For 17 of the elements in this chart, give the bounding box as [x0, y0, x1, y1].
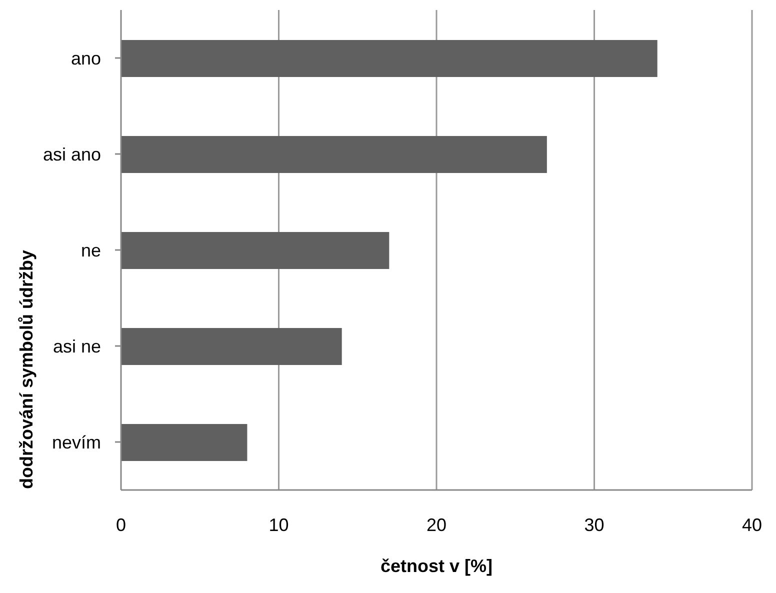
x-tick-label: 40	[742, 514, 762, 535]
bar	[121, 40, 658, 77]
x-tick-label: 30	[584, 514, 604, 535]
x-tick-label: 10	[268, 514, 289, 535]
bar	[121, 232, 390, 269]
x-tick-label: 0	[116, 514, 126, 535]
y-tick-label: ano	[70, 48, 101, 68]
y-tick-label: asi ano	[42, 144, 101, 164]
bar	[121, 328, 342, 365]
bar	[121, 424, 248, 461]
y-tick-label: asi ne	[52, 336, 101, 356]
y-axis-title: dodržování symbolů údržby	[16, 250, 36, 490]
y-tick-label: nevím	[52, 432, 101, 452]
bar	[121, 136, 547, 173]
y-tick-label: ne	[80, 240, 101, 260]
x-axis-title: četnost v [%]	[380, 556, 493, 576]
x-tick-label: 20	[426, 514, 447, 535]
